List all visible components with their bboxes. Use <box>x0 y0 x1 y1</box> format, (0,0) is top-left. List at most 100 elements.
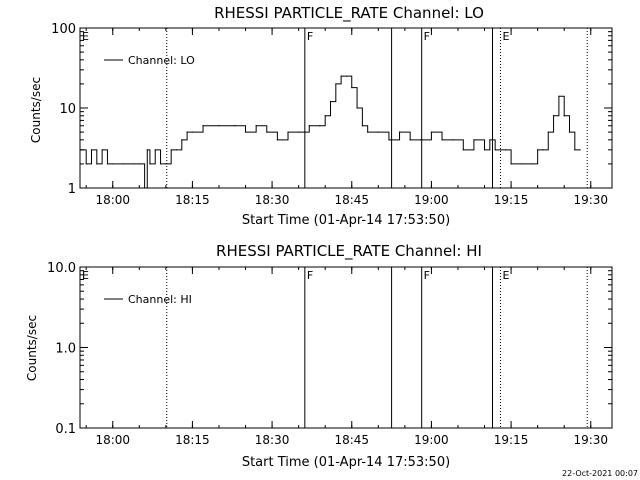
data-point <box>335 83 337 85</box>
hi-y-axis-label: Counts/sec <box>25 315 39 381</box>
hi-channel-panel: RHESSI PARTICLE_RATE Channel: HI Start T… <box>25 242 613 470</box>
data-point <box>547 131 549 133</box>
data-point <box>367 131 369 133</box>
x-tick-label: 19:30 <box>573 193 608 207</box>
data-point <box>521 163 523 165</box>
data-point <box>170 149 172 151</box>
x-tick-label: 18:15 <box>175 193 210 207</box>
data-point <box>159 163 162 165</box>
data-point <box>494 149 496 151</box>
data-point <box>202 125 204 127</box>
data-point <box>186 131 188 133</box>
event-marker-label: F <box>424 269 430 282</box>
lo-channel-panel: RHESSI PARTICLE_RATE Channel: LO Start T… <box>29 4 613 228</box>
data-point <box>101 149 103 151</box>
data-point <box>319 125 321 127</box>
legend-label: Channel: HI <box>128 293 192 306</box>
data-point <box>510 163 512 165</box>
y-tick-label: 1.0 <box>55 342 76 357</box>
data-point <box>441 139 443 141</box>
data-point <box>106 163 109 165</box>
data-point <box>80 149 82 151</box>
data-point <box>563 115 565 117</box>
data-point <box>234 125 236 127</box>
lo-chart-title: RHESSI PARTICLE_RATE Channel: LO <box>214 4 484 23</box>
x-tick-label: 18:30 <box>255 433 290 447</box>
data-point <box>473 139 475 141</box>
data-point <box>329 101 332 103</box>
data-point <box>276 139 278 141</box>
data-point <box>308 125 310 127</box>
data-point <box>398 131 401 133</box>
lo-x-axis-label: Start Time (01-Apr-14 17:53:50) <box>242 213 450 228</box>
data-point <box>191 131 194 133</box>
data-point <box>90 149 93 151</box>
lo-y-axis-label: Counts/sec <box>29 77 43 143</box>
x-tick-label: 18:45 <box>334 193 369 207</box>
event-marker-label: E <box>82 30 89 43</box>
data-point <box>266 131 268 133</box>
data-point <box>558 95 560 97</box>
x-tick-label: 19:15 <box>494 193 529 207</box>
event-marker-label: E <box>82 269 89 282</box>
event-marker-label: E <box>502 30 509 43</box>
event-marker-label: E <box>502 269 509 282</box>
data-point <box>542 149 544 151</box>
hi-chart-title: RHESSI PARTICLE_RATE Channel: HI <box>216 242 482 261</box>
data-point <box>154 149 156 151</box>
data-point <box>146 149 148 151</box>
data-point <box>388 139 390 141</box>
data-point <box>149 163 151 165</box>
data-point <box>552 115 555 117</box>
x-tick-label: 18:00 <box>95 433 130 447</box>
footer-timestamp: 22-Oct-2021 00:07 <box>562 469 638 478</box>
data-point <box>430 131 433 133</box>
event-marker-label: F <box>307 269 313 282</box>
data-point <box>96 163 98 165</box>
data-point <box>340 75 342 77</box>
data-point <box>361 125 363 127</box>
legend-label: Channel: LO <box>128 54 195 67</box>
data-point <box>537 149 539 151</box>
x-tick-label: 18:30 <box>255 193 290 207</box>
series-line-channel-lo <box>80 75 581 189</box>
data-point <box>505 149 507 151</box>
data-point <box>462 149 464 151</box>
data-point <box>165 163 167 165</box>
data-point <box>144 187 146 189</box>
data-point <box>568 131 571 133</box>
x-tick-label: 18:15 <box>175 433 210 447</box>
x-tick-label: 19:15 <box>494 433 529 447</box>
data-point <box>409 139 411 141</box>
data-point <box>244 131 247 133</box>
data-point <box>133 163 135 165</box>
data-point <box>351 86 353 89</box>
data-point <box>499 149 502 151</box>
data-point <box>181 139 183 141</box>
x-tick-label: 19:30 <box>573 433 608 447</box>
data-point <box>574 149 576 151</box>
data-point <box>483 149 486 151</box>
data-point <box>324 115 326 117</box>
y-tick-label: 0.1 <box>55 422 76 437</box>
data-point <box>112 163 114 165</box>
data-point <box>531 163 533 165</box>
data-point <box>298 131 300 133</box>
data-point <box>255 125 257 127</box>
y-tick-label: 1 <box>68 182 76 197</box>
data-point <box>138 163 140 165</box>
data-point <box>452 139 454 141</box>
event-marker-label: F <box>307 30 313 43</box>
y-tick-label: 100 <box>51 22 76 37</box>
data-point <box>175 149 178 151</box>
data-point <box>489 139 491 141</box>
data-point <box>287 131 289 133</box>
hi-x-axis-label: Start Time (01-Apr-14 17:53:50) <box>242 455 450 470</box>
plot-frame <box>79 266 613 429</box>
event-marker-label: F <box>424 30 430 43</box>
data-point <box>377 131 379 133</box>
data-point <box>122 163 124 165</box>
data-point <box>420 139 422 141</box>
data-point <box>345 75 348 77</box>
